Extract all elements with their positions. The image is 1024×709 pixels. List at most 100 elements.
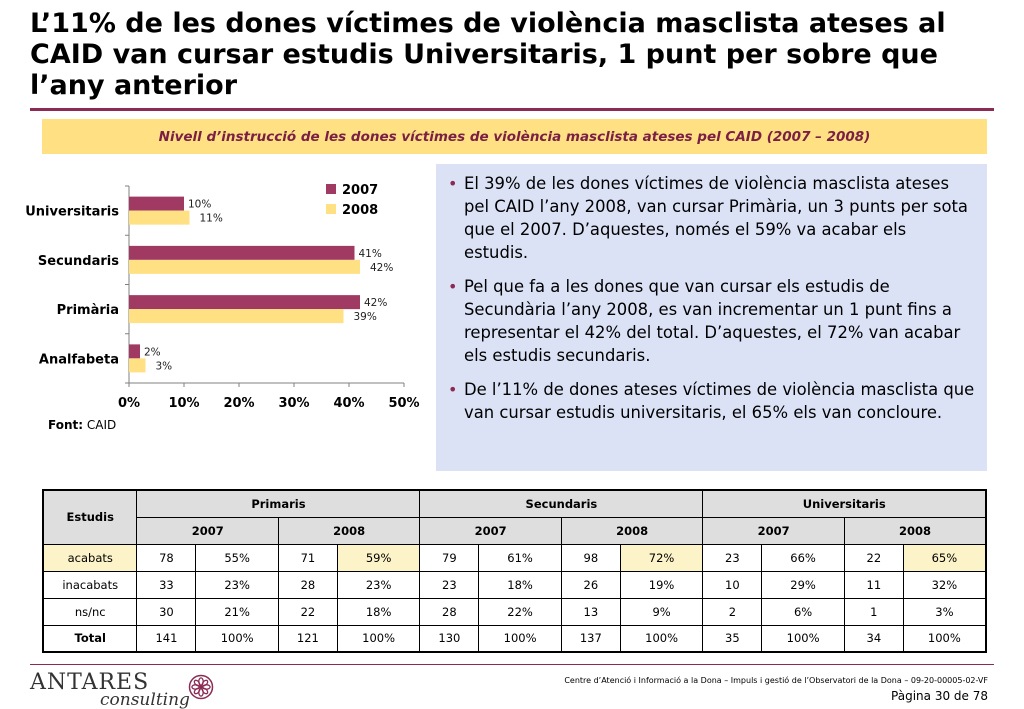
table-cell: 9%	[619, 597, 704, 626]
table-cell: 141	[136, 624, 197, 653]
table-cell: 29%	[761, 570, 845, 599]
x-tick-label: 0%	[118, 396, 140, 411]
row-label: acabats	[42, 543, 138, 572]
summary-list: • El 39% de les dones víctimes de violènc…	[446, 172, 975, 424]
bar-2008	[129, 210, 190, 225]
year-header: 2007	[702, 516, 845, 545]
table-cell: 32%	[902, 570, 987, 599]
data-label: 39%	[354, 311, 377, 323]
data-label: 11%	[200, 213, 223, 225]
category-label: Primària	[57, 303, 119, 318]
table-cell: 11	[843, 570, 904, 599]
legend-label: 2008	[342, 203, 378, 218]
table-cell: 100%	[195, 624, 279, 653]
bar-2008	[129, 259, 360, 274]
table-row: acabats 78 55% 71 59% 79 61% 98 72% 23 66% 22 65%	[42, 543, 987, 572]
summary-item: • El 39% de les dones víctimes de violènc…	[446, 172, 975, 264]
table-year-header-row: 2007 2008 2007 2008 2007 2008	[43, 516, 987, 545]
x-tick-label: 10%	[168, 396, 199, 411]
table-cell: 55%	[195, 543, 279, 572]
table-cell: 28	[277, 570, 338, 599]
year-header: 2008	[277, 516, 421, 545]
table-cell: 6%	[761, 597, 845, 626]
table-cell: 71	[277, 543, 338, 572]
table-cell: 23%	[336, 570, 421, 599]
row-label: ns/nc	[42, 597, 138, 626]
table-cell: 28	[419, 597, 480, 626]
logo-main-text: ANTARES	[30, 670, 150, 695]
summary-item: • De l’11% de dones ateses víctimes de vi…	[446, 378, 975, 424]
legend-label: 2007	[342, 183, 378, 198]
x-tick-label: 50%	[388, 396, 419, 411]
table-cell: 100%	[336, 624, 421, 653]
footer-project-text: Centre d’Atenció i Informació a la Dona …	[564, 676, 988, 685]
bar-2008	[129, 358, 146, 373]
summary-text: Pel que fa a les dones que van cursar el…	[464, 277, 961, 365]
page-title: L’11% de les dones víctimes de violència…	[30, 8, 946, 101]
category-label: Analfabeta	[39, 352, 119, 367]
table-cell: 100%	[619, 624, 704, 653]
group-header-universitaris: Universitaris	[702, 489, 988, 518]
summary-text: El 39% de les dones víctimes de violènci…	[464, 174, 968, 262]
bar-2007	[129, 344, 140, 359]
table-cell: 100%	[761, 624, 845, 653]
table-cell: 34	[843, 624, 904, 653]
table-cell: 13	[560, 597, 621, 626]
data-label: 3%	[156, 360, 173, 372]
table-cell: 72%	[619, 543, 704, 572]
group-header-secundaris: Secundaris	[419, 489, 704, 518]
table-cell: 130	[419, 624, 480, 653]
data-label: 10%	[188, 199, 211, 211]
summary-item: • Pel que fa a les dones que van cursar e…	[446, 275, 975, 367]
table-cell: 23	[419, 570, 480, 599]
legend-swatch-2008	[326, 204, 336, 214]
year-header: 2008	[843, 516, 987, 545]
year-header: 2007	[419, 516, 562, 545]
summary-panel: • El 39% de les dones víctimes de violènc…	[436, 164, 987, 471]
table-cell: 23	[702, 543, 763, 572]
table-cell: 10	[702, 570, 763, 599]
bullet-icon: •	[448, 174, 458, 193]
category-label: Secundaris	[38, 254, 119, 269]
table-cell: 18%	[478, 570, 562, 599]
bar-2007	[129, 295, 360, 310]
group-header-primaris: Primaris	[136, 489, 421, 518]
logo-flower-icon	[188, 674, 214, 700]
table-cell: 19%	[619, 570, 704, 599]
chart-subtitle: Nivell d’instrucció de les dones víctime…	[158, 128, 871, 145]
table-cell: 33	[136, 570, 197, 599]
bullet-icon: •	[448, 380, 458, 399]
bullet-icon: •	[448, 277, 458, 296]
page-number: Pàgina 30 de 78	[891, 689, 988, 703]
table-cell: 137	[560, 624, 621, 653]
education-level-chart: 0% 10% 20% 30% 40% 50% Universitaris 10% 11% Secu…	[20, 178, 430, 440]
x-tick-label: 30%	[278, 396, 309, 411]
bar-2008	[129, 309, 344, 324]
summary-text: De l’11% de dones ateses víctimes de vio…	[464, 380, 975, 422]
footer-divider	[30, 664, 994, 665]
bar-chart-svg: 0% 10% 20% 30% 40% 50% Universitaris 10% 11% Secu…	[25, 183, 419, 411]
data-label: 41%	[359, 248, 382, 260]
table-cell: 66%	[761, 543, 845, 572]
category-label: Universitaris	[25, 205, 119, 220]
table-cell: 79	[419, 543, 480, 572]
table-cell: 35	[702, 624, 763, 653]
table-row: Total 141 100% 121 100% 130 100% 137 100% 35 100% 3…	[42, 624, 987, 653]
row-label: inacabats	[42, 570, 138, 599]
table-cell: 98	[560, 543, 621, 572]
source-label: Font:	[48, 418, 84, 432]
table-cell: 78	[136, 543, 197, 572]
table-cell: 21%	[195, 597, 279, 626]
table-cell: 3%	[902, 597, 987, 626]
row-label: Total	[42, 624, 138, 653]
table-cell: 26	[560, 570, 621, 599]
year-header: 2007	[136, 516, 279, 545]
completion-table: Estudis Primaris Secundaris Universitari…	[42, 489, 988, 653]
x-tick-label: 40%	[333, 396, 364, 411]
table-cell: 61%	[478, 543, 562, 572]
table-cell: 22	[843, 543, 904, 572]
table-cell: 22	[277, 597, 338, 626]
table-cell: 1	[843, 597, 904, 626]
table-cell: 22%	[478, 597, 562, 626]
data-label: 2%	[144, 346, 161, 358]
